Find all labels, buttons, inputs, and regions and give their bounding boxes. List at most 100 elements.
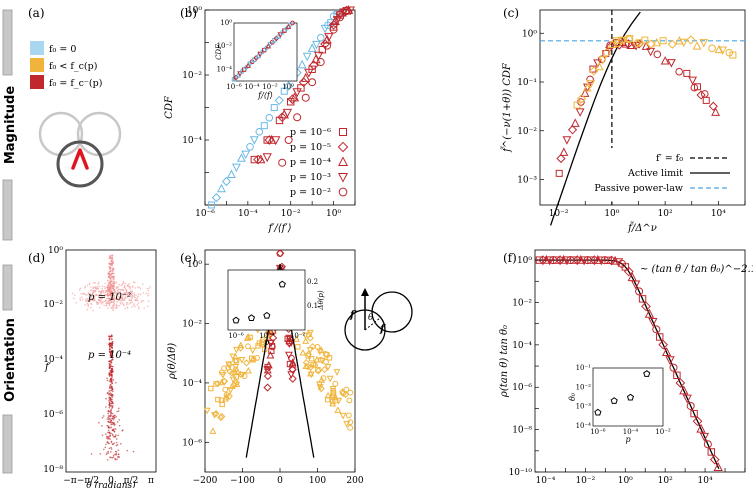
panel-d-sample: [112, 294, 115, 297]
panel-d-sample: [135, 294, 137, 297]
panel-c-point: [708, 101, 718, 111]
panel-b-point-red: [336, 13, 345, 22]
panel-e-inset-xtick: 10⁻²: [290, 332, 306, 340]
panel-c-point: [646, 39, 656, 49]
panel-d-sample: [108, 276, 111, 278]
panel-b-point-red: [313, 51, 324, 61]
panel-d-sample: [90, 294, 93, 297]
panel-b-point-blue: [312, 40, 321, 50]
panel-e-point-orange: [326, 355, 333, 361]
panel-d-sample: [88, 300, 91, 303]
panel-d-sample: [110, 414, 112, 417]
panel-d-sample: [114, 453, 116, 456]
panel-d-sample: [123, 286, 125, 289]
panel-d-sample: [126, 306, 129, 309]
panel-b-point-red: [253, 154, 263, 165]
panel-d-ytick: 10⁻⁴: [43, 355, 63, 365]
panel-d-sample: [95, 301, 98, 304]
panel-d-sample: [98, 299, 100, 301]
panel-f-point: [665, 356, 675, 366]
panel-d-sample: [115, 297, 118, 299]
panel-c-x-tick-label: 10⁴: [711, 209, 726, 219]
panel-d-sample: [124, 287, 127, 289]
panel-c-legend: f′ = f₀ Active limit Passive power-law: [590, 148, 742, 200]
panel-f-x-tick-label: 10⁻⁴: [536, 476, 556, 486]
panel-d-sample: [86, 297, 89, 300]
panel-e-point-orange: [302, 362, 310, 370]
panel-d-sample: [98, 285, 101, 287]
panel-e-inset-point: [247, 314, 256, 322]
panel-e-point-orange: [343, 386, 350, 393]
panel-d-sample: [110, 402, 113, 405]
panel-d-sample: [113, 304, 115, 307]
panel-f-point: [692, 416, 703, 427]
panel-f-point: [587, 256, 595, 264]
panel-d-sample: [147, 290, 150, 292]
panel-b-point-red: [342, 7, 351, 16]
panel-d-sample: [105, 435, 108, 438]
panel-f-frame: [534, 249, 746, 473]
panel-f-point: [638, 295, 647, 303]
panel-e-point-orange: [213, 381, 219, 387]
panel-d-sample: [106, 437, 108, 440]
panel-f-point: [699, 432, 710, 442]
panel-d-sample: [122, 298, 124, 301]
panel-d-sample: [108, 401, 111, 403]
panel-d-sample: [95, 293, 98, 296]
panel-b-point-blue: [255, 127, 264, 136]
panel-d-sample: [80, 292, 82, 295]
panel-d-sample: [113, 442, 115, 444]
panel-d-sample: [120, 284, 123, 287]
panel-d-sample: [110, 456, 112, 459]
panel-d-sample: [108, 406, 111, 409]
panel-c-point: [700, 90, 709, 98]
panel-c-point: [692, 41, 702, 50]
panel-d-sample: [134, 296, 136, 299]
panel-d-sample: [107, 412, 109, 415]
panel-e-x-tick-label: 200: [346, 476, 363, 486]
panel-b-legend-marker: [337, 173, 349, 183]
panel-d-sample: [125, 290, 128, 292]
panel-d-sample: [108, 396, 111, 398]
disk-left: [38, 111, 84, 157]
panel-d-sample: [102, 291, 105, 294]
panel-d-sample: [128, 292, 131, 294]
panel-b-point-red: [316, 58, 325, 67]
disk-active: [56, 140, 104, 188]
panel-d-sample: [109, 402, 112, 405]
panel-b-inset-point: [285, 23, 292, 29]
panel-d-sample: [132, 304, 135, 306]
panel-c-point: [559, 147, 569, 156]
panel-d-sample: [107, 415, 110, 417]
panel-e-point-orange: [212, 410, 220, 418]
panel-c-point: [718, 46, 728, 56]
panel-d-sample: [101, 289, 103, 292]
panel-e-point-orange: [225, 361, 233, 369]
panel-f-point: [562, 256, 572, 266]
panel-f-point: [535, 256, 544, 264]
panel-d-sample: [93, 296, 96, 298]
panel-e-force-diagram: f′ θf: [344, 288, 413, 351]
panel-e-point-orange: [307, 363, 315, 371]
panel-e-y-tick-label: 10⁻⁶: [182, 438, 202, 448]
panel-d-sample: [111, 387, 114, 389]
panel-d-annotation-p2: p = 10⁻²: [88, 292, 131, 303]
panel-b-point-red: [289, 92, 300, 102]
panel-c-legend-label: Active limit: [627, 168, 683, 179]
panel-c-point: [725, 48, 734, 57]
panel-e-point-orange: [221, 365, 228, 372]
panel-d-sample: [101, 285, 104, 288]
panel-d-sample: [81, 298, 84, 301]
panel-d-sample: [107, 426, 110, 428]
panel-f-point: [644, 308, 655, 318]
panel-d-sample: [147, 292, 150, 295]
panel-b-point-blue: [307, 43, 317, 52]
panel-e-point-red: [263, 366, 272, 374]
panel-d-sample: [115, 381, 117, 384]
panel-c-point: [652, 37, 662, 47]
panel-b-point-blue: [270, 104, 278, 112]
panel-f-y-tick-label: 10⁻¹⁰: [509, 468, 533, 478]
panel-d-sample: [145, 292, 147, 295]
panel-e-point-orange: [307, 369, 314, 377]
panel-c-point: [555, 169, 563, 177]
